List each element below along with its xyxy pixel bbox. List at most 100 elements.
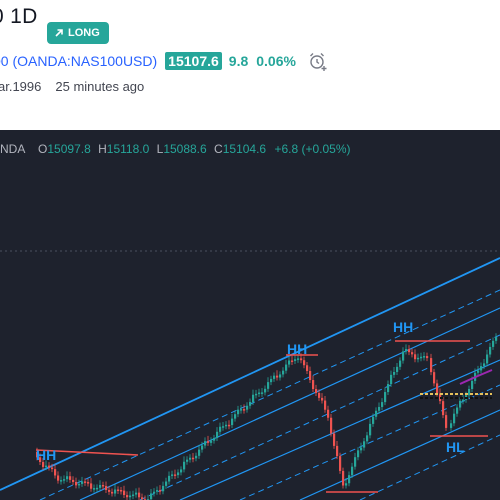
candle-body: [354, 457, 357, 467]
candle-body: [270, 378, 273, 383]
candle-body: [117, 489, 120, 492]
candle-body: [69, 476, 72, 480]
candle-body: [159, 490, 162, 492]
publish-date: ar.1996: [0, 79, 42, 94]
candle-body: [174, 474, 177, 476]
candle-body: [492, 340, 495, 347]
price-change-percent: 0.06%: [256, 53, 296, 69]
candle-body: [240, 409, 243, 411]
candle-body: [477, 370, 480, 373]
candle-body: [285, 364, 288, 371]
ohlc-legend: NDA O15097.8 H15118.0 L15088.6 C15104.6 …: [0, 142, 351, 156]
candle-body: [369, 423, 372, 436]
candle-body: [366, 435, 369, 442]
candle-body: [54, 469, 57, 476]
candle-body: [168, 475, 171, 482]
candle-body: [210, 440, 213, 443]
candle-body: [294, 359, 297, 361]
candle-body: [231, 418, 234, 426]
candle-body: [417, 357, 420, 360]
candle-body: [114, 489, 117, 494]
candle-body: [442, 401, 445, 416]
candle-body: [321, 397, 324, 401]
candle-body: [42, 462, 45, 467]
symbol-prefix: NDA: [0, 142, 25, 156]
candle-body: [480, 366, 483, 371]
candle-body: [489, 346, 492, 355]
candle-body: [249, 401, 252, 406]
candle-body: [436, 383, 439, 394]
candle-body: [36, 452, 39, 458]
candle-body: [453, 413, 456, 424]
candle-body: [288, 360, 291, 365]
candle-body: [48, 465, 51, 468]
candle-body: [336, 445, 339, 457]
candle-body: [72, 479, 75, 482]
label-hh-2: HH: [287, 341, 308, 357]
candle-body: [123, 490, 126, 496]
candle-body: [207, 441, 210, 443]
candle-body: [162, 485, 165, 492]
candle-body: [78, 483, 81, 486]
candle-body: [450, 423, 453, 428]
candle-body: [426, 356, 429, 359]
candle-body: [87, 482, 90, 484]
high-value: 15118.0: [106, 142, 150, 156]
channel-dashed-line: [139, 334, 500, 500]
candle-body: [258, 392, 261, 395]
alarm-clock-add-icon[interactable]: [308, 51, 328, 71]
candle-body: [306, 365, 309, 372]
candle-body: [126, 495, 129, 498]
price-pill: 15107.6: [165, 52, 222, 70]
chart-area[interactable]: NDA O15097.8 H15118.0 L15088.6 C15104.6 …: [0, 130, 500, 500]
candle-body: [201, 445, 204, 450]
candle-body: [291, 360, 294, 362]
candle-body: [132, 494, 135, 497]
candle-body: [462, 399, 465, 402]
candle-body: [318, 392, 321, 398]
candle-body: [204, 441, 207, 446]
candle-body: [180, 469, 183, 473]
candle-body: [408, 349, 411, 353]
candle-body: [357, 450, 360, 458]
candle-body: [246, 405, 249, 410]
label-hh-3: HH: [393, 319, 414, 335]
candle-body: [261, 392, 264, 394]
candle-body: [303, 360, 306, 366]
candle-body: [315, 389, 318, 393]
candle-body: [297, 358, 300, 360]
candle-body: [471, 380, 474, 389]
candle-body: [333, 433, 336, 446]
candle-body: [177, 472, 180, 476]
candle-body: [186, 459, 189, 462]
candle-body: [99, 484, 102, 488]
candle-body: [57, 475, 60, 481]
meta-row: ar.1996 25 minutes ago: [0, 79, 144, 94]
open-key: O: [38, 142, 48, 156]
symbol-link[interactable]: 00 (OANDA:NAS100USD): [0, 53, 158, 69]
candle-body: [81, 481, 84, 484]
candle-body: [405, 349, 408, 352]
candle-body: [300, 358, 303, 361]
candle-body: [399, 360, 402, 367]
candle-body: [219, 426, 222, 432]
candle-body: [150, 493, 153, 500]
candle-body: [120, 490, 123, 492]
close-key: C: [214, 142, 223, 156]
candle-body: [252, 394, 255, 402]
candle-body: [363, 441, 366, 448]
candle-body: [384, 392, 387, 403]
candle-body: [225, 424, 228, 427]
candle-body: [267, 382, 270, 389]
candle-body: [312, 380, 315, 390]
candle-body: [195, 455, 198, 459]
candle-body: [351, 466, 354, 476]
candle-body: [282, 370, 285, 375]
candle-body: [216, 431, 219, 439]
chart-title: 0 1D: [0, 5, 38, 28]
candle-body: [60, 480, 63, 482]
candle-body: [264, 388, 267, 393]
candle-body: [138, 492, 141, 498]
candle-body: [273, 375, 276, 379]
candle-body: [189, 457, 192, 460]
